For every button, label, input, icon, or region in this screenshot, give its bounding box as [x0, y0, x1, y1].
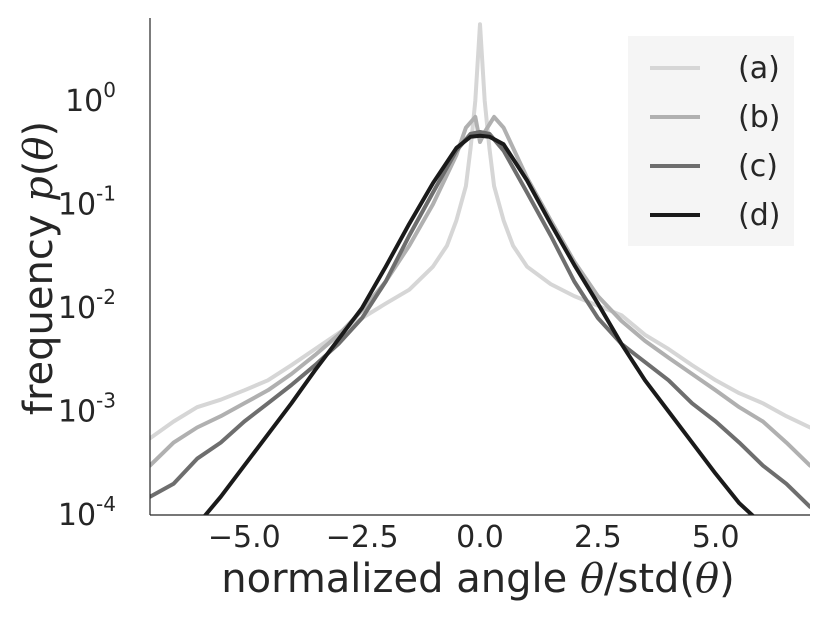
x-axis-title: normalized angle θ/std(θ) — [221, 556, 734, 602]
legend-background — [628, 36, 794, 246]
x-tick-label: −2.5 — [326, 520, 399, 555]
y-tick-label: 10-1 — [58, 181, 116, 222]
x-tick-label: 2.5 — [574, 520, 622, 555]
legend-label-4: (d) — [738, 198, 780, 233]
series-line-2 — [150, 114, 810, 468]
x-tick-label: 5.0 — [692, 520, 740, 555]
legend-label-1: (a) — [738, 51, 780, 86]
y-axis-title: frequency p(θ) — [16, 121, 62, 415]
legend-label-2: (b) — [738, 100, 780, 135]
legend-label-3: (c) — [738, 149, 778, 184]
x-tick-label: 0.0 — [456, 520, 504, 555]
x-tick-label: −5.0 — [208, 520, 281, 555]
series-layer — [150, 22, 810, 515]
y-tick-label: 10-2 — [58, 285, 116, 326]
series-line-4 — [202, 133, 756, 515]
y-tick-label: 100 — [65, 78, 116, 119]
legend: (a) (b) (c) (d) — [628, 36, 794, 246]
y-tick-labels: 100 10-1 10-2 10-3 10-4 — [58, 78, 116, 533]
y-tick-label: 10-3 — [58, 388, 116, 429]
series-line-3 — [150, 130, 810, 509]
legend-items: (a) (b) (c) (d) — [650, 51, 780, 233]
y-tick-label: 10-4 — [58, 492, 116, 533]
x-tick-labels: −5.0 −2.5 0.0 2.5 5.0 — [208, 520, 740, 555]
series-line-1 — [150, 22, 810, 441]
